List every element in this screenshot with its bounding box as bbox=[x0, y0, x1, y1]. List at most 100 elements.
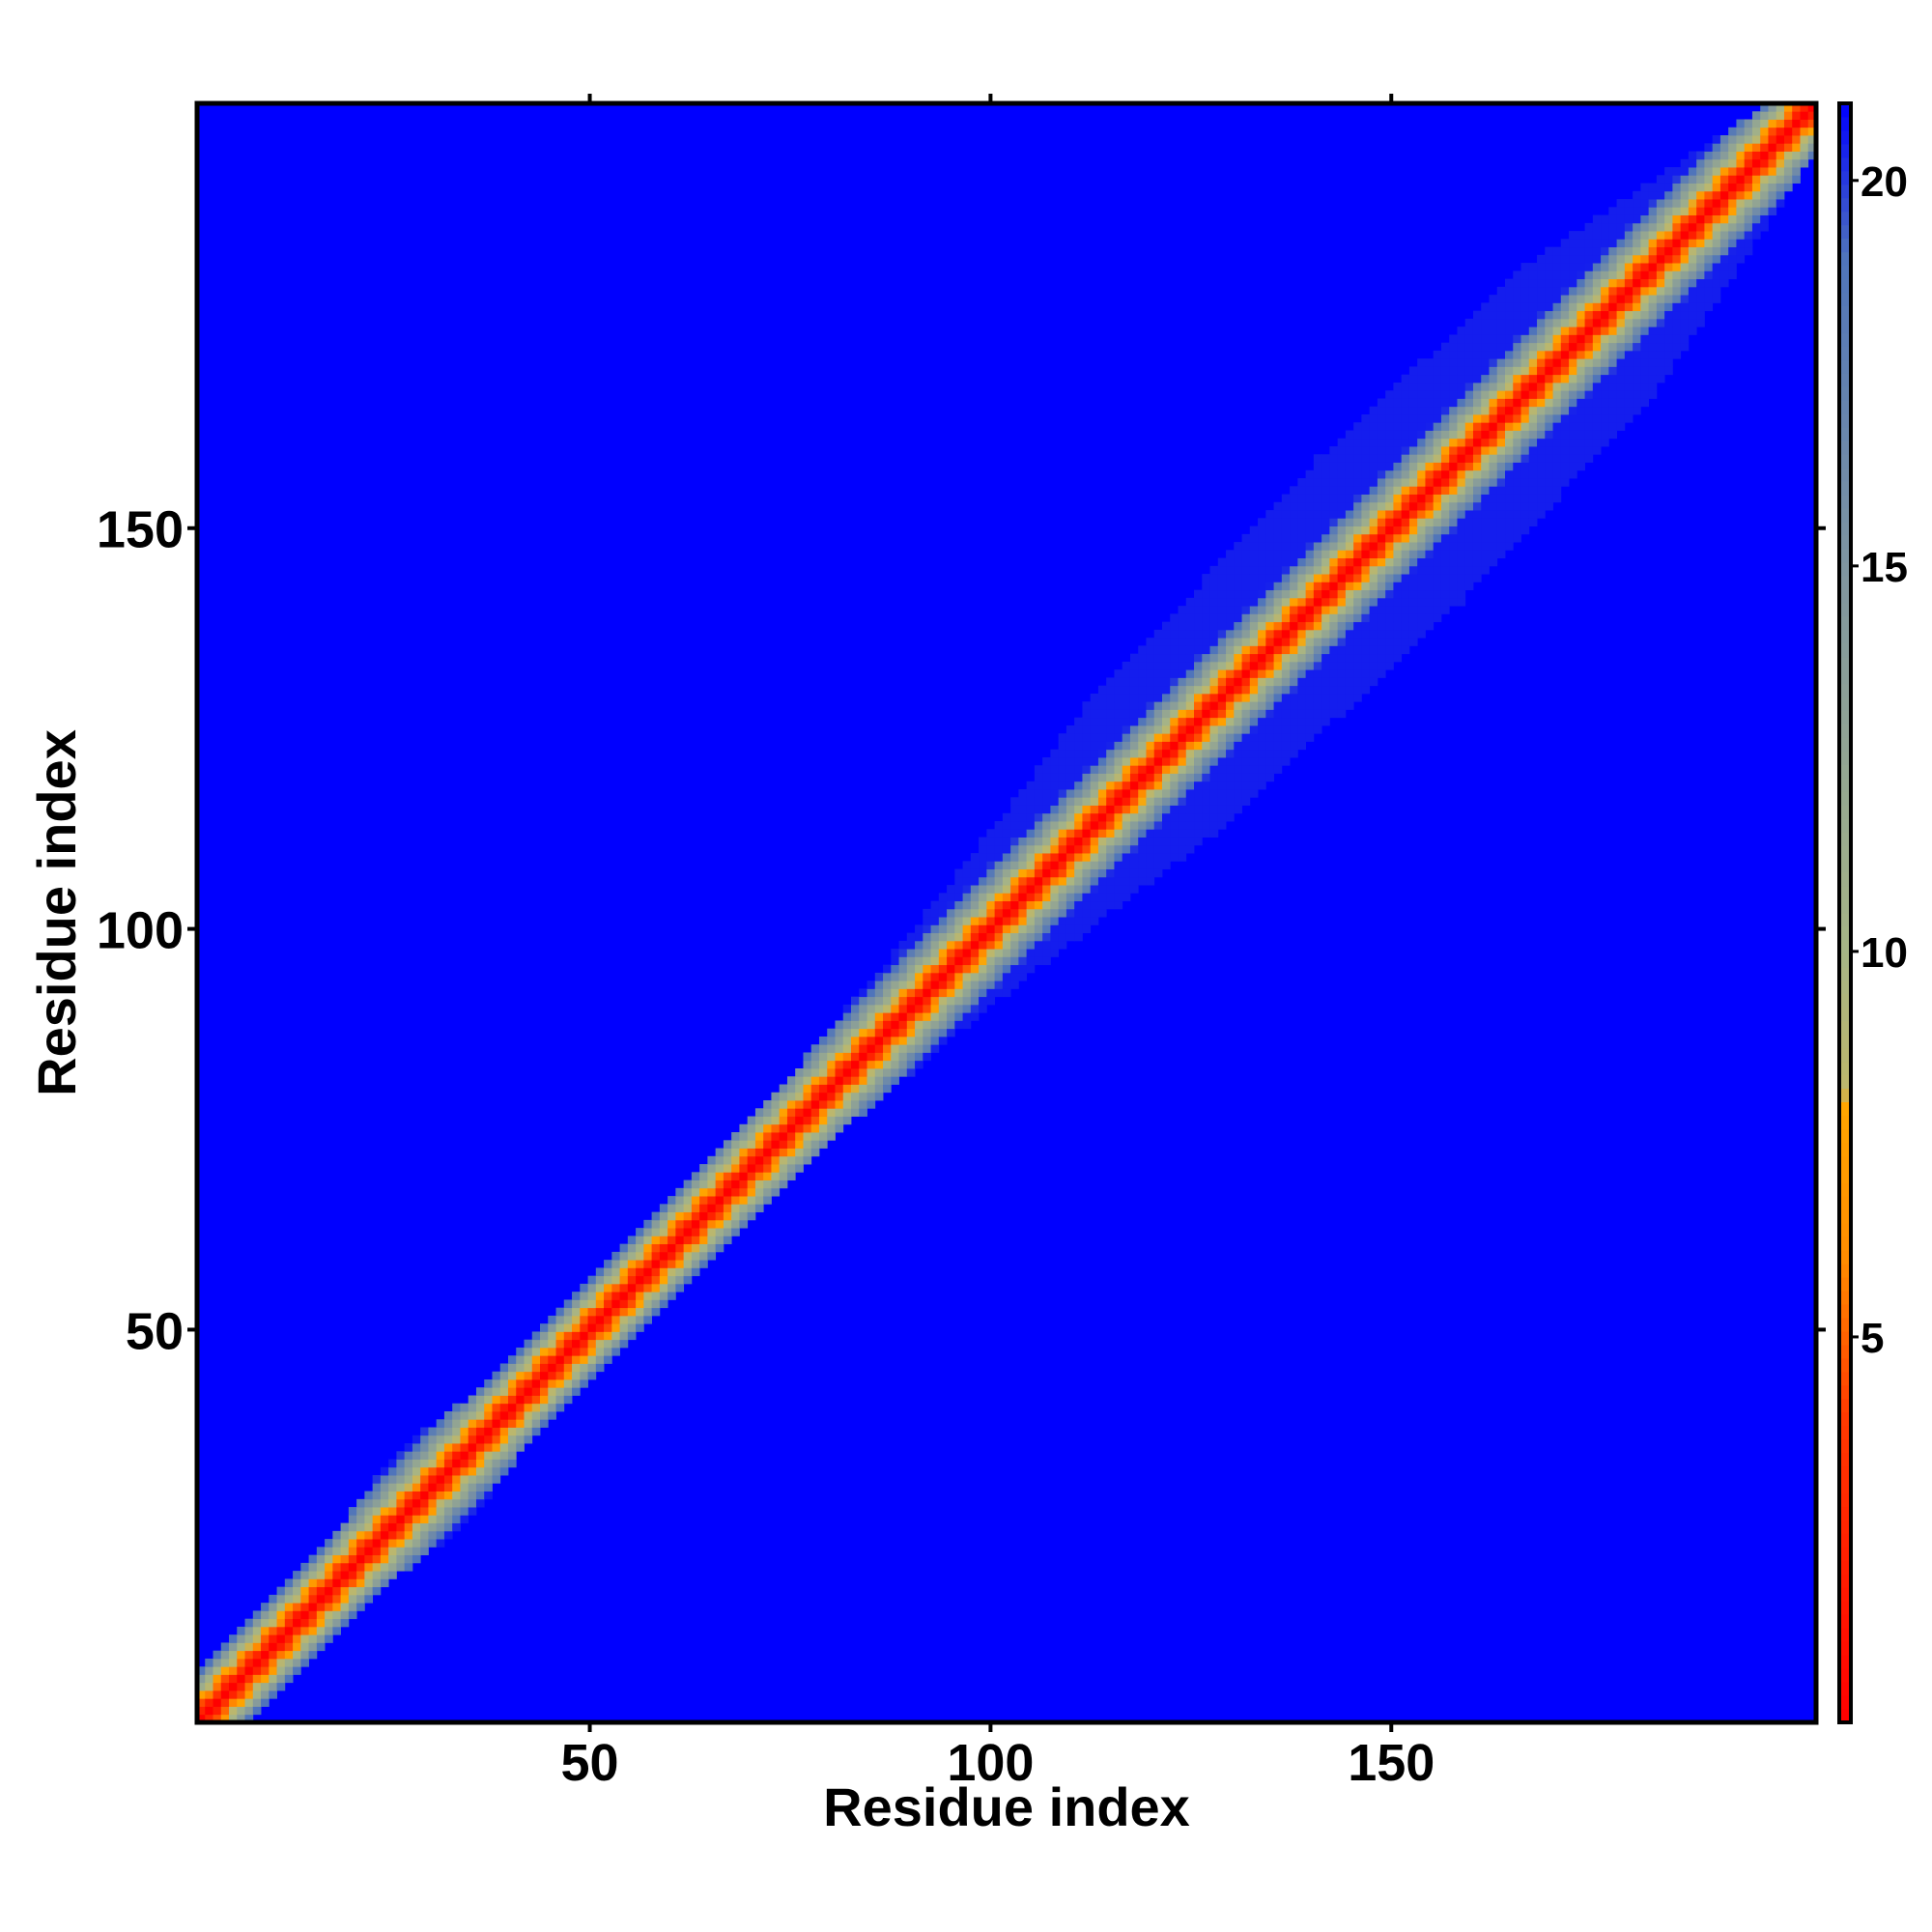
heatmap-cell bbox=[1624, 406, 1634, 415]
heatmap-cell bbox=[1688, 327, 1697, 335]
heatmap-cell bbox=[1393, 621, 1403, 631]
heatmap-cell bbox=[1050, 861, 1060, 869]
heatmap-cell bbox=[1249, 621, 1259, 631]
heatmap-cell bbox=[1457, 574, 1466, 582]
heatmap-cell bbox=[1026, 876, 1036, 886]
heatmap-cell bbox=[1433, 510, 1442, 519]
heatmap-cell bbox=[372, 1491, 382, 1500]
heatmap-cell bbox=[1385, 430, 1394, 440]
heatmap-cell bbox=[1633, 199, 1641, 208]
heatmap-cell bbox=[284, 1603, 294, 1611]
heatmap-cell bbox=[499, 1419, 509, 1428]
heatmap-cell bbox=[1712, 231, 1721, 240]
heatmap-cell bbox=[1114, 876, 1123, 886]
heatmap-cell bbox=[1146, 844, 1155, 854]
heatmap-cell bbox=[1345, 661, 1354, 670]
heatmap-cell bbox=[1305, 574, 1315, 582]
heatmap-cell bbox=[1129, 677, 1139, 687]
heatmap-cell bbox=[1520, 494, 1530, 503]
heatmap-cell bbox=[1209, 812, 1219, 822]
heatmap-cell bbox=[1537, 454, 1546, 463]
heatmap-cell bbox=[1712, 254, 1721, 264]
heatmap-cell bbox=[1249, 550, 1259, 558]
heatmap-cell bbox=[1050, 893, 1060, 902]
heatmap-cell bbox=[1090, 821, 1099, 830]
heatmap-cell bbox=[484, 1387, 493, 1396]
heatmap-cell bbox=[595, 1299, 605, 1309]
heatmap-cell bbox=[1528, 390, 1538, 399]
heatmap-cell bbox=[611, 1275, 620, 1285]
heatmap-cell bbox=[1513, 350, 1521, 359]
heatmap-cell bbox=[731, 1172, 740, 1180]
heatmap-cell bbox=[699, 1196, 708, 1205]
heatmap-cell bbox=[1010, 805, 1019, 814]
heatmap-cell bbox=[1106, 677, 1115, 687]
heatmap-cell bbox=[1018, 900, 1028, 910]
heatmap-cell bbox=[986, 853, 996, 862]
heatmap-cell bbox=[1520, 350, 1530, 359]
heatmap-cell bbox=[1138, 724, 1147, 734]
heatmap-cell bbox=[1408, 398, 1418, 408]
heatmap-cell bbox=[1226, 621, 1235, 631]
heatmap-cell bbox=[859, 1060, 867, 1069]
heatmap-cell bbox=[1489, 398, 1498, 408]
heatmap-cell bbox=[372, 1539, 382, 1548]
heatmap-cell bbox=[1457, 501, 1466, 511]
heatmap-cell bbox=[1074, 805, 1083, 814]
heatmap-cell bbox=[1297, 582, 1307, 591]
heatmap-cell bbox=[1768, 127, 1777, 136]
heatmap-cell bbox=[1728, 175, 1737, 184]
heatmap-cell bbox=[1537, 263, 1546, 271]
heatmap-cell bbox=[1425, 486, 1435, 495]
heatmap-cell bbox=[1185, 844, 1195, 854]
heatmap-cell bbox=[1417, 358, 1426, 367]
heatmap-cell bbox=[1273, 606, 1283, 614]
heatmap-cell bbox=[1034, 805, 1043, 814]
heatmap-cell bbox=[1633, 334, 1641, 344]
heatmap-cell bbox=[1513, 469, 1521, 479]
heatmap-cell bbox=[1577, 318, 1585, 327]
heatmap-cell bbox=[1042, 757, 1051, 766]
heatmap-cell bbox=[244, 1714, 254, 1723]
heatmap-cell bbox=[396, 1475, 406, 1484]
heatmap-cell bbox=[723, 1204, 732, 1213]
heatmap-cell bbox=[1153, 853, 1163, 862]
heatmap-cell bbox=[1074, 876, 1083, 886]
heatmap-cell bbox=[1704, 167, 1714, 176]
heatmap-cell bbox=[1584, 318, 1594, 327]
heatmap-cell bbox=[1408, 613, 1418, 623]
heatmap-cell bbox=[1728, 135, 1737, 144]
heatmap-cell bbox=[1185, 621, 1195, 631]
heatmap-cell bbox=[356, 1507, 365, 1516]
heatmap-cell bbox=[484, 1411, 493, 1420]
heatmap-cell bbox=[627, 1243, 637, 1253]
heatmap-cell bbox=[1345, 462, 1354, 471]
heatmap-cell bbox=[818, 1108, 828, 1117]
heatmap-cell bbox=[1178, 805, 1187, 814]
heatmap-cell bbox=[1537, 413, 1546, 423]
heatmap-cell bbox=[795, 1148, 804, 1157]
heatmap-cell bbox=[308, 1650, 318, 1660]
heatmap-cell bbox=[891, 956, 899, 966]
heatmap-cell bbox=[1002, 917, 1011, 925]
heatmap-cell bbox=[818, 1100, 828, 1109]
heatmap-cell bbox=[1290, 565, 1298, 575]
heatmap-cell bbox=[1337, 582, 1347, 591]
heatmap-cell bbox=[1329, 462, 1339, 471]
heatmap-cell bbox=[1744, 167, 1753, 176]
heatmap-cell bbox=[1616, 374, 1626, 384]
heatmap-cell bbox=[1018, 956, 1028, 966]
heatmap-cell bbox=[1305, 677, 1315, 687]
heatmap-cell bbox=[364, 1594, 374, 1604]
heatmap-cell bbox=[1361, 677, 1371, 687]
heatmap-cell bbox=[1290, 494, 1298, 503]
heatmap-cell bbox=[276, 1666, 286, 1675]
heatmap-cell bbox=[1664, 310, 1673, 320]
heatmap-cell bbox=[1592, 231, 1602, 240]
heatmap-cell bbox=[1361, 454, 1371, 463]
heatmap-cell bbox=[1624, 295, 1634, 303]
heatmap-cell bbox=[994, 829, 1004, 838]
heatmap-cell bbox=[475, 1459, 485, 1468]
heatmap-cell bbox=[1672, 334, 1682, 344]
heatmap-cell bbox=[1337, 478, 1347, 487]
